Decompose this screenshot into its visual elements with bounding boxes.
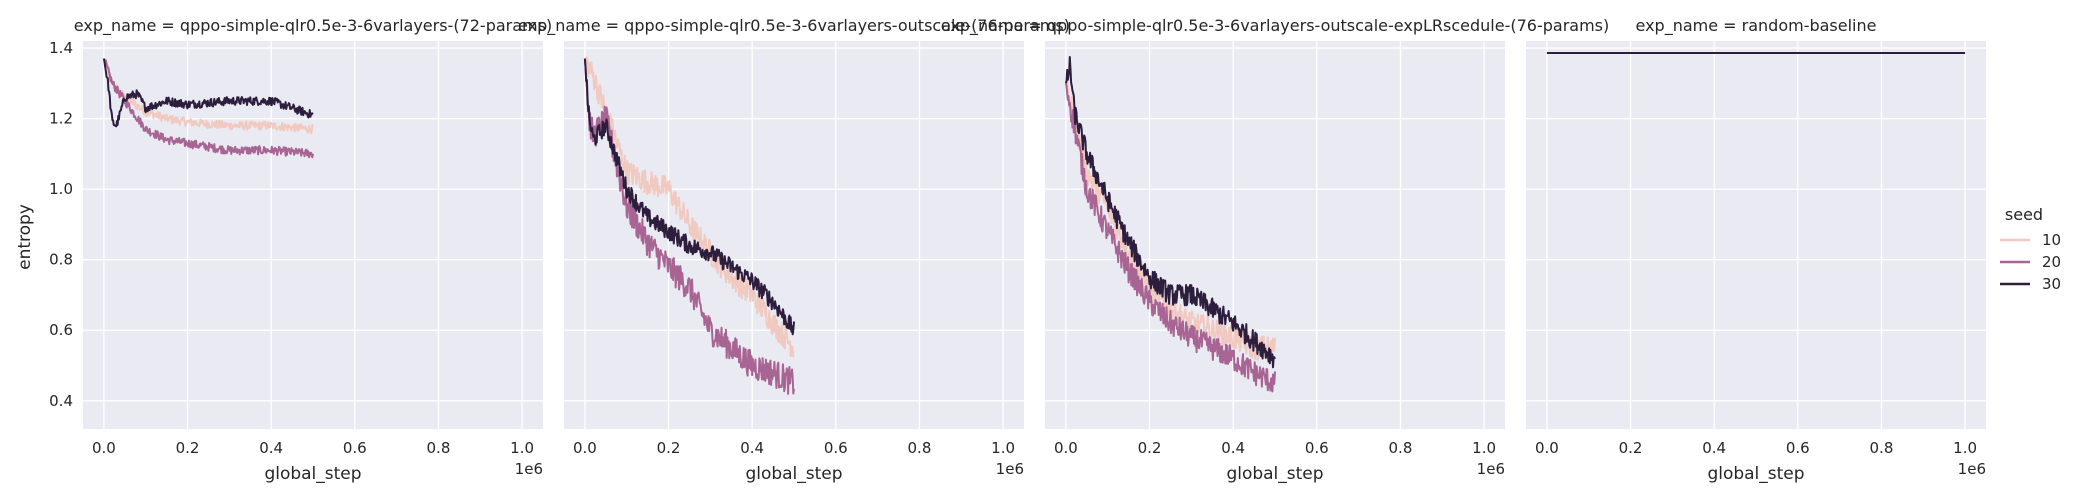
series-line-seed-20	[583, 58, 795, 395]
x-tick-label: 0.8	[1870, 439, 1894, 457]
facet-panel-2: 0.0 0.2 0.4 0.6 0.8 1.0 global_step 1e6 exp_name…	[518, 16, 1070, 484]
legend-title: seed	[2005, 205, 2043, 224]
panels-layer: 0.4 0.6 0.8 1.0 1.2 1.4 0.0 0.2 0.4 0.6 0.8 1.0 glob…	[49, 16, 1986, 484]
legend-label-20: 20	[2042, 253, 2061, 271]
x-tick-label: 1.0	[1472, 439, 1496, 457]
series-line-seed-20	[102, 58, 314, 159]
x-tick-label: 0.6	[1305, 439, 1329, 457]
y-tick-label: 0.4	[49, 392, 73, 410]
y-tick-label: 1.4	[49, 39, 73, 57]
legend-label-10: 10	[2042, 231, 2061, 249]
series-line-seed-30	[583, 58, 795, 336]
facet-panel-1: 0.4 0.6 0.8 1.0 1.2 1.4 0.0 0.2 0.4 0.6 0.8 1.0 glob…	[49, 16, 552, 484]
x-tick-label: 1.0	[1953, 439, 1977, 457]
x-tick-label: 0.0	[1054, 439, 1078, 457]
x-axis-label: global_step	[745, 464, 842, 484]
plot-background	[1526, 41, 1986, 429]
x-tick-label: 0.0	[92, 439, 116, 457]
plot-background	[83, 41, 543, 429]
plot-background	[564, 41, 1024, 429]
x-tick-label: 0.2	[176, 439, 200, 457]
x-tick-label: 0.6	[824, 439, 848, 457]
x-axis-label: global_step	[1707, 464, 1804, 484]
y-tick-label: 1.0	[49, 180, 73, 198]
legend-label-30: 30	[2042, 275, 2061, 293]
x-tick-label: 0.0	[573, 439, 597, 457]
legend-items: 10 20 30	[2000, 231, 2061, 293]
x-axis-label: global_step	[264, 464, 361, 484]
panel-title: exp_name = qppo-simple-qlr0.5e-3-6varlay…	[941, 16, 1609, 36]
x-tick-label: 0.0	[1535, 439, 1559, 457]
x-offset-label: 1e6	[996, 460, 1024, 478]
x-tick-label: 0.4	[1221, 439, 1245, 457]
x-tick-label: 0.4	[259, 439, 283, 457]
panel-title: exp_name = qppo-simple-qlr0.5e-3-6varlay…	[518, 16, 1070, 36]
x-tick-label: 0.2	[1619, 439, 1643, 457]
plot-background	[1045, 41, 1505, 429]
y-tick-label: 0.8	[49, 251, 73, 269]
x-tick-label: 0.8	[908, 439, 932, 457]
facet-panel-4: 0.0 0.2 0.4 0.6 0.8 1.0 global_step 1e6 exp_name…	[1526, 16, 1986, 484]
facet-panel-3: 0.0 0.2 0.4 0.6 0.8 1.0 global_step 1e6 exp_name…	[941, 16, 1609, 484]
series-line-seed-30	[1064, 56, 1276, 369]
x-offset-label: 1e6	[1477, 460, 1505, 478]
y-tick-label: 1.2	[49, 110, 73, 128]
x-axis-label: global_step	[1226, 464, 1323, 484]
x-offset-label: 1e6	[1958, 460, 1986, 478]
series-line-seed-10	[584, 56, 795, 358]
x-tick-label: 1.0	[510, 439, 534, 457]
series-line-seed-20	[1064, 83, 1276, 393]
y-tick-label: 0.6	[49, 321, 73, 339]
x-tick-label: 0.8	[427, 439, 451, 457]
y-axis-label: entropy	[15, 204, 35, 270]
series-line-seed-30	[102, 58, 314, 128]
x-tick-label: 0.2	[1138, 439, 1162, 457]
panel-title: exp_name = qppo-simple-qlr0.5e-3-6varlay…	[74, 16, 552, 36]
series-line-seed-10	[102, 58, 314, 135]
x-tick-label: 0.6	[1786, 439, 1810, 457]
x-tick-label: 0.2	[657, 439, 681, 457]
legend: seed 10 20 30	[2000, 205, 2061, 293]
x-offset-label: 1e6	[515, 460, 543, 478]
x-tick-label: 0.4	[1702, 439, 1726, 457]
x-tick-label: 0.8	[1389, 439, 1413, 457]
x-tick-label: 1.0	[991, 439, 1015, 457]
panel-title: exp_name = random-baseline	[1636, 16, 1877, 36]
x-tick-label: 0.6	[343, 439, 367, 457]
x-tick-label: 0.4	[740, 439, 764, 457]
